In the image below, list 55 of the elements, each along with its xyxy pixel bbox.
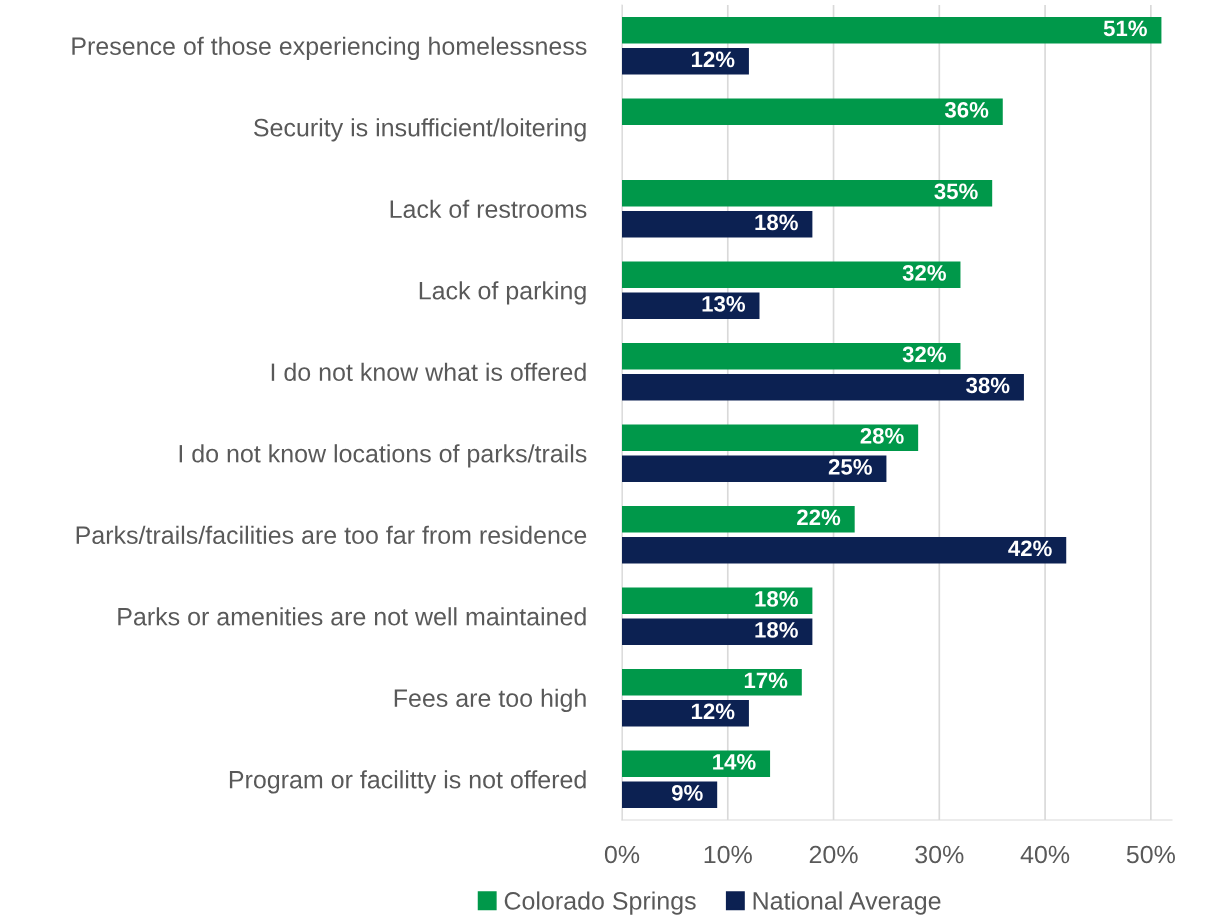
y-tick-label: Parks/trails/facilities are too far from residence (76, 525, 587, 545)
bar (622, 261, 961, 288)
bar (622, 506, 855, 533)
bar (622, 700, 749, 727)
bar (622, 211, 813, 238)
y-tick-label: Lack of restrooms (390, 199, 587, 219)
data-label: 12% (691, 51, 735, 68)
data-label: 38% (966, 377, 1010, 394)
data-label: 51% (1103, 20, 1147, 37)
data-label: 28% (860, 427, 904, 444)
data-label: 35% (934, 183, 978, 200)
bar (622, 374, 1024, 401)
y-tick-label: Fees are too high (394, 688, 586, 712)
bar (622, 750, 771, 777)
y-tick-label: Security is insufficient/loitering (254, 118, 586, 142)
data-label: 18% (755, 214, 798, 231)
x-tick-label: 20% (809, 845, 858, 864)
x-tick-label: 0% (604, 845, 640, 864)
data-label: 18% (755, 590, 798, 607)
y-tick-label: I do not know what is offered (271, 362, 586, 382)
data-label: 32% (902, 264, 946, 281)
data-label: 42% (1008, 540, 1052, 557)
y-tick-label: Parks or amenities are not well maintained (118, 607, 586, 626)
legend-label: Colorado Springs (504, 891, 696, 915)
data-label: 32% (902, 346, 946, 363)
data-label: 25% (828, 458, 872, 475)
y-tick-label: Program or facilitty is not offered (229, 770, 586, 794)
data-label: 22% (797, 509, 841, 526)
y-tick-label: I do not know locations of parks/trails (179, 444, 587, 468)
bar (622, 98, 1003, 125)
data-label: 14% (713, 754, 756, 770)
x-tick-label: 10% (704, 845, 752, 864)
data-label: 13% (702, 295, 746, 312)
x-tick-label: 40% (1020, 845, 1070, 864)
bar (622, 587, 813, 614)
bar (622, 455, 887, 482)
bar (622, 618, 813, 645)
data-label: 18% (755, 621, 798, 638)
bar (622, 537, 1067, 564)
legend-label: National Average (753, 891, 941, 915)
x-tick-label: 50% (1126, 845, 1175, 864)
data-label: 12% (691, 703, 735, 720)
data-label: 17% (744, 672, 788, 689)
data-label: 36% (944, 101, 989, 118)
x-tick-label: 30% (915, 845, 964, 864)
y-tick-label: Presence of those experiencing homelessness (72, 36, 587, 60)
bar (622, 292, 760, 319)
bar (622, 424, 919, 451)
y-tick-label: Lack of parking (419, 281, 586, 305)
bar (622, 17, 1162, 44)
data-label: 9% (671, 784, 703, 801)
bar (622, 343, 961, 370)
bar (622, 180, 993, 207)
bar (622, 48, 749, 75)
bar (622, 669, 802, 696)
